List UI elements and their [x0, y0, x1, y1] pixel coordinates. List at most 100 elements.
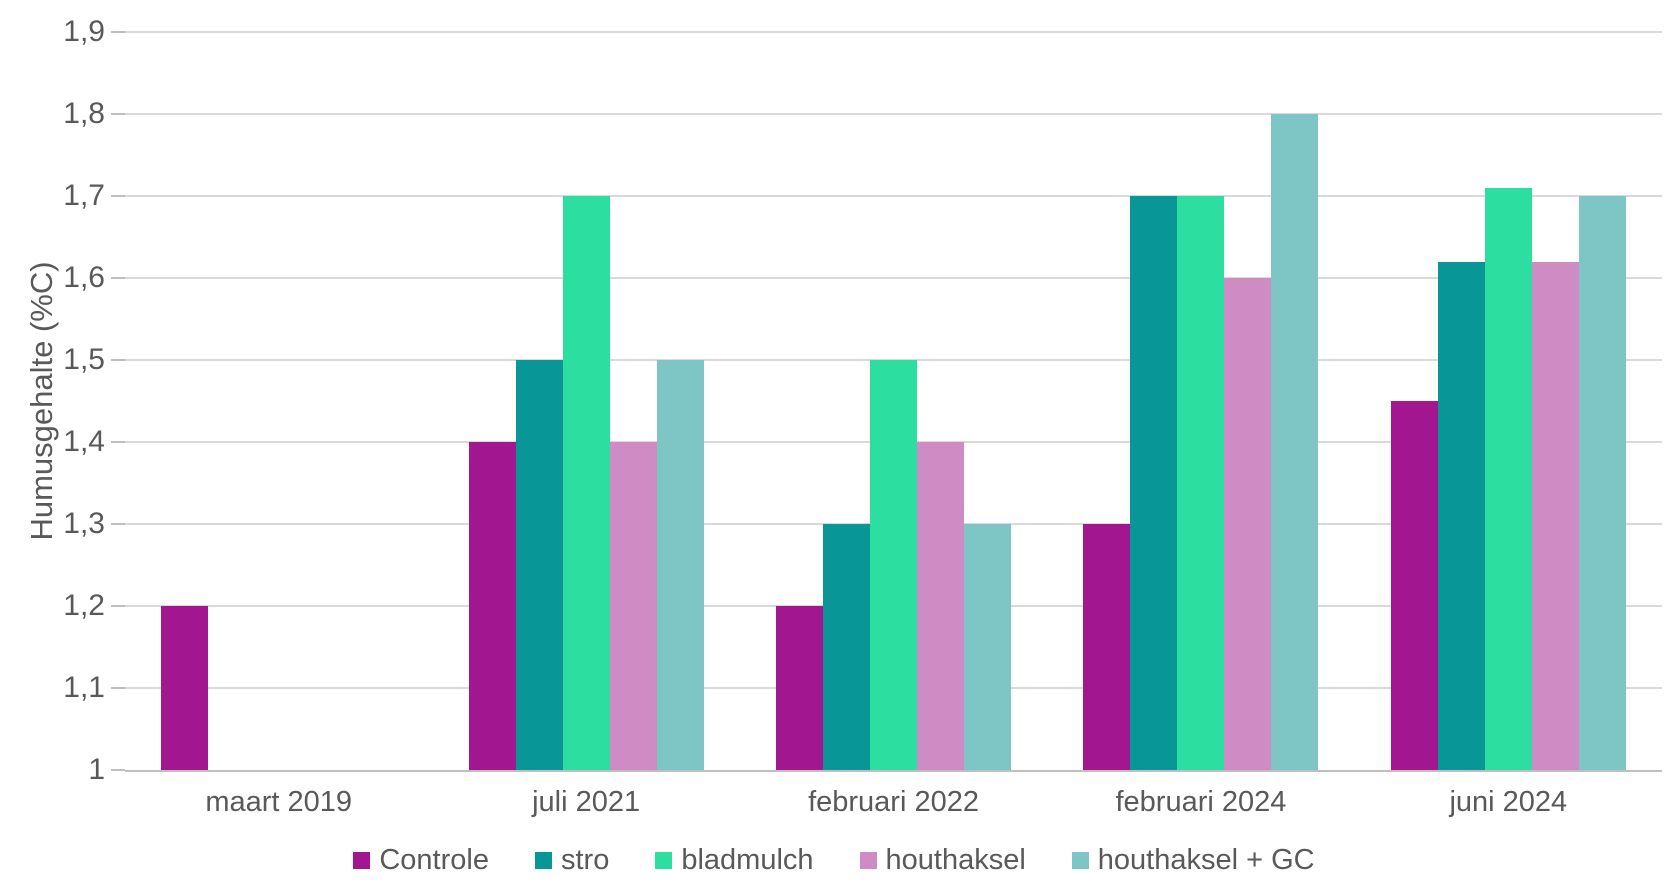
gridline-1,8	[125, 113, 1662, 115]
bar-slot	[823, 32, 871, 770]
legend-item-stro: stro	[534, 844, 610, 877]
y-axis-label: 1,9	[63, 15, 105, 48]
x-axis-label-juli-2021: juli 2021	[532, 786, 641, 818]
bar-slot	[1083, 32, 1131, 770]
bar-slot	[468, 32, 516, 770]
bar-stro-februari-2022	[823, 524, 871, 770]
legend: Controle stro bladmulch houthaksel houthakse…	[0, 844, 1668, 877]
bar-Controle-juli-2021	[468, 442, 516, 770]
bar-slot	[1531, 32, 1579, 770]
bar-group-februari-2022	[740, 32, 1047, 770]
bar-houthaksel-+-GC-juli-2021	[656, 360, 704, 770]
bar-slot	[917, 32, 965, 770]
bar-slot	[1437, 32, 1485, 770]
bar-stro-juni-2024	[1437, 261, 1485, 770]
bar-slot	[302, 32, 349, 770]
bar-Controle-februari-2022	[776, 606, 824, 770]
bar-group-juni-2024	[1355, 32, 1662, 770]
bar-stro-februari-2024	[1130, 196, 1178, 770]
legend-item-houthaksel: houthaksel	[859, 844, 1026, 877]
y-tick-mark	[111, 605, 125, 607]
legend-item-bladmulch: bladmulch	[655, 844, 814, 877]
bar-bladmulch-juni-2024	[1484, 187, 1532, 770]
y-axis-label: 1,8	[63, 97, 105, 130]
legend-label: bladmulch	[681, 844, 814, 876]
legend-swatch-icon	[1071, 852, 1089, 869]
bar-houthaksel-+-GC-februari-2024	[1271, 114, 1319, 770]
x-axis-label-maart-2019: maart 2019	[205, 786, 353, 818]
bar-slot	[609, 32, 657, 770]
bar-slot	[1224, 32, 1272, 770]
legend-swatch-icon	[859, 852, 877, 869]
legend-item-Controle: Controle	[353, 844, 489, 877]
bar-slot	[1177, 32, 1225, 770]
y-axis-label: 1,2	[63, 589, 105, 622]
y-tick-mark	[111, 113, 125, 115]
bar-groups	[125, 32, 1662, 770]
y-axis-label: 1,1	[63, 671, 105, 704]
bar-slot	[1390, 32, 1438, 770]
y-tick-mark	[111, 769, 125, 771]
bar-houthaksel-februari-2022	[917, 442, 965, 770]
bar-slot	[255, 32, 302, 770]
legend-label: houthaksel	[885, 844, 1026, 876]
bar-slot	[776, 32, 824, 770]
y-axis-label: 1	[88, 753, 105, 786]
bar-slot	[870, 32, 918, 770]
bar-slot	[349, 32, 396, 770]
legend-swatch-icon	[534, 852, 552, 869]
y-tick-mark	[111, 441, 125, 443]
legend-label: stro	[560, 844, 610, 876]
bar-houthaksel-+-GC-juni-2024	[1578, 196, 1626, 770]
bar-houthaksel-+-GC-februari-2022	[964, 524, 1012, 770]
y-tick-mark	[111, 195, 125, 197]
legend-label: houthaksel + GC	[1097, 844, 1315, 876]
bar-slot	[515, 32, 563, 770]
bar-slot	[1130, 32, 1178, 770]
y-axis-label: 1,4	[63, 425, 105, 458]
y-axis-label: 1,3	[63, 507, 105, 540]
legend-swatch-icon	[353, 852, 371, 869]
x-axis-labels: maart 2019 juli 2021 februari 2022 februari…	[125, 786, 1662, 819]
y-axis-label: 1,7	[63, 179, 105, 212]
y-tick-mark	[111, 31, 125, 33]
y-tick-mark	[111, 277, 125, 279]
y-tick-mark	[111, 523, 125, 525]
bar-houthaksel-juli-2021	[609, 442, 657, 770]
y-axis-label: 1,6	[63, 261, 105, 294]
y-axis-title: Humusgehalte (%C)	[24, 261, 59, 541]
x-axis-label-juni-2024: juni 2024	[1449, 786, 1568, 818]
bar-slot	[964, 32, 1012, 770]
bar-slot	[208, 32, 255, 770]
bar-Controle-juni-2024	[1390, 401, 1438, 770]
x-axis-label-februari-2022: februari 2022	[808, 786, 979, 818]
bar-slot	[656, 32, 704, 770]
gridline-1,7	[125, 195, 1662, 197]
bar-group-februari-2024	[1047, 32, 1354, 770]
y-tick-mark	[111, 359, 125, 361]
plot-area	[111, 31, 1662, 772]
bar-houthaksel-februari-2024	[1224, 278, 1272, 770]
bar-Controle-februari-2024	[1083, 524, 1131, 770]
bar-slot	[1484, 32, 1532, 770]
bar-slot	[1271, 32, 1319, 770]
bar-Controle-maart-2019	[161, 606, 209, 770]
bar-group-maart-2019	[125, 32, 432, 770]
bar-slot	[161, 32, 209, 770]
y-axis-label: 1,5	[63, 343, 105, 376]
legend-item-houthaksel-+-GC: houthaksel + GC	[1071, 844, 1315, 877]
bar-houthaksel-juni-2024	[1531, 261, 1579, 770]
bar-bladmulch-februari-2022	[870, 360, 918, 770]
gridline-1,9	[125, 31, 1662, 33]
legend-label: Controle	[379, 844, 489, 876]
gridline-1,6	[125, 277, 1662, 279]
bar-bladmulch-februari-2024	[1177, 196, 1225, 770]
bar-group-juli-2021	[432, 32, 739, 770]
bar-bladmulch-juli-2021	[562, 196, 610, 770]
bar-slot	[1578, 32, 1626, 770]
legend-swatch-icon	[655, 852, 673, 869]
x-axis-label-februari-2024: februari 2024	[1115, 786, 1287, 818]
bar-slot	[562, 32, 610, 770]
y-tick-mark	[111, 687, 125, 689]
